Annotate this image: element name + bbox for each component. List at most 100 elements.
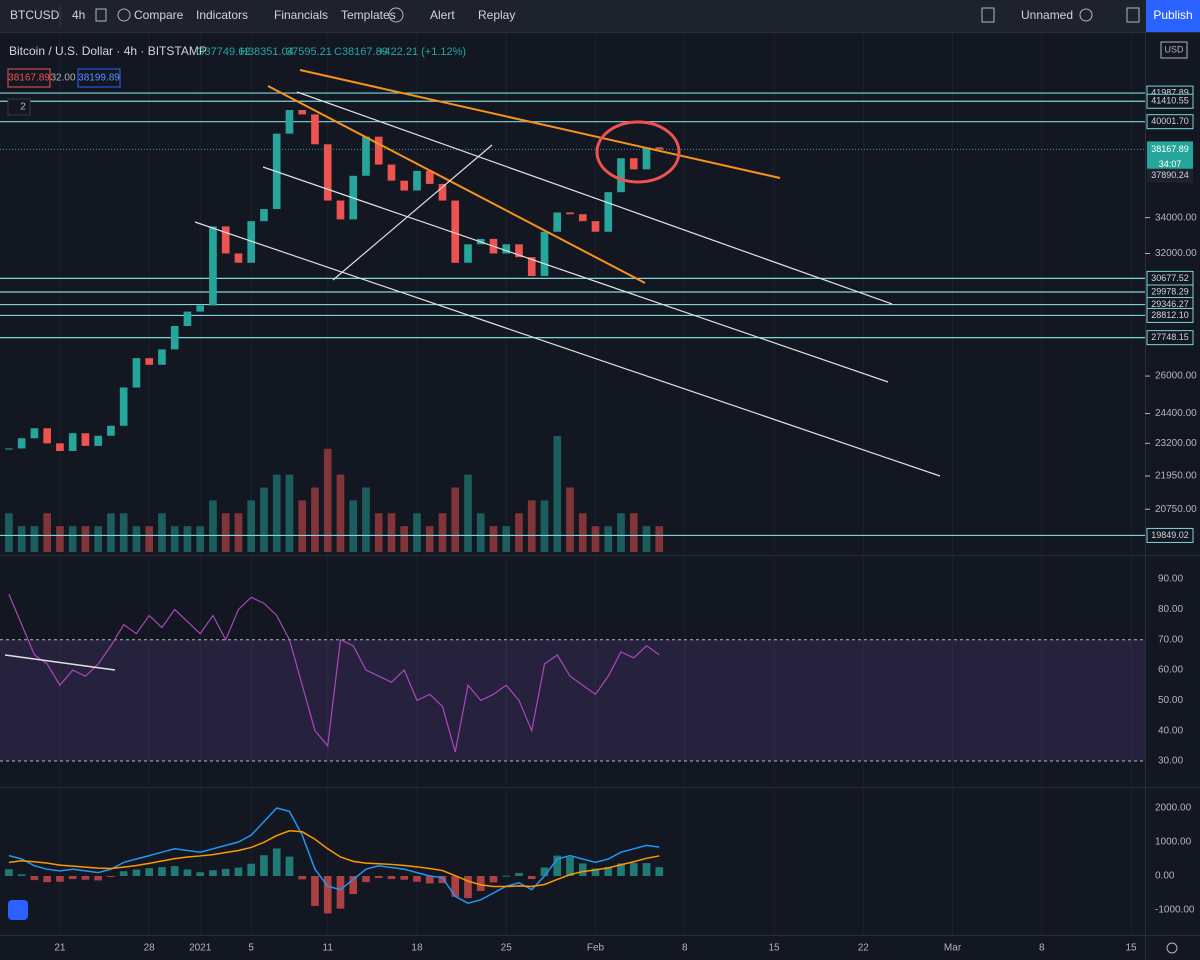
volume-bar: [272, 474, 281, 552]
candle: [132, 358, 141, 388]
macd-histogram: [145, 868, 154, 877]
y-tick-label: 50.00: [1158, 695, 1183, 706]
legend-open: O37749.62: [196, 46, 250, 58]
candle: [298, 110, 307, 115]
volume-bar: [464, 474, 472, 552]
y-tick-label: 0.00: [1155, 871, 1175, 882]
candle: [107, 425, 115, 436]
collapse-box[interactable]: [7, 98, 31, 116]
x-tick-label: 25: [501, 943, 513, 954]
ask-box[interactable]: [77, 68, 121, 88]
level-label: 29978.29: [1151, 286, 1189, 296]
macd-histogram: [158, 867, 166, 877]
candle: [209, 226, 217, 306]
candle: [311, 114, 319, 145]
macd-histogram: [323, 876, 332, 914]
macd-histogram: [362, 876, 370, 883]
volume-bar: [374, 513, 383, 552]
volume-bar: [68, 526, 77, 552]
compare-icon: [117, 8, 131, 22]
candle: [158, 349, 166, 365]
candle: [285, 110, 294, 134]
highlight-circle: [595, 120, 681, 184]
macd-histogram: [387, 876, 396, 880]
rsi-line: [8, 594, 660, 753]
volume-bar: [617, 513, 625, 552]
trendline: [299, 69, 781, 179]
layout-icon[interactable]: [981, 7, 995, 23]
template-badge[interactable]: [388, 7, 404, 23]
volume-bar: [515, 513, 523, 552]
volume-bar: [234, 513, 243, 552]
candle: [438, 183, 447, 201]
level-label: 27748.15: [1151, 332, 1189, 342]
axis-settings[interactable]: [1166, 942, 1178, 954]
publish-bg[interactable]: [1146, 0, 1200, 32]
macd-histogram: [374, 876, 383, 879]
volume-bar: [413, 513, 421, 552]
macd-histogram: [502, 875, 511, 877]
macd-histogram: [476, 876, 485, 891]
indicators-button[interactable]: Indicators: [196, 8, 248, 22]
settings-icon[interactable]: [1079, 8, 1093, 22]
symbol[interactable]: BTCUSD: [10, 8, 60, 22]
layout-name[interactable]: Unnamed: [1021, 8, 1073, 22]
publish-button[interactable]: Publish: [1153, 8, 1192, 22]
volume-bar: [170, 526, 179, 552]
candle: [566, 212, 574, 215]
volume-bar: [43, 513, 52, 552]
volume-bar: [285, 474, 294, 552]
macd-histogram: [81, 876, 90, 880]
financials-button[interactable]: Financials: [274, 8, 328, 22]
candle: [374, 136, 383, 165]
bid-box[interactable]: [7, 68, 51, 88]
rsi-band: [0, 639, 1145, 762]
candle: [387, 164, 396, 181]
macd-histogram: [56, 876, 64, 882]
macd-histogram: [298, 876, 307, 880]
candle: [260, 209, 268, 222]
x-tick-label: 8: [682, 943, 688, 954]
macd-histogram: [43, 876, 52, 883]
candle: [247, 221, 256, 263]
volume-bar: [387, 513, 396, 552]
currency-box[interactable]: [1160, 41, 1188, 59]
level-label-box: [1146, 527, 1194, 543]
x-tick-label: 15: [1126, 943, 1138, 954]
trendline: [296, 91, 893, 305]
compare-button[interactable]: Compare: [134, 8, 184, 22]
candle: [464, 244, 472, 263]
candle: [655, 147, 664, 150]
snapshot-icon[interactable]: [1126, 7, 1140, 23]
volume-bar: [132, 526, 141, 552]
y-tick-label: 23200.00: [1155, 438, 1197, 449]
level-label: 41410.55: [1151, 96, 1189, 106]
x-tick-label: 11: [323, 943, 334, 954]
y-tick-label: 40.00: [1158, 725, 1183, 736]
x-tick-label: 2021: [189, 943, 212, 954]
volume-bar: [489, 526, 498, 552]
logo[interactable]: [8, 900, 28, 920]
replay-button[interactable]: Replay: [478, 8, 515, 22]
macd-histogram: [655, 867, 664, 877]
volume-bar: [298, 500, 307, 552]
y-tick-label: 20750.00: [1155, 504, 1197, 515]
legend-high: H38351.04: [240, 46, 294, 58]
macd-histogram: [311, 876, 319, 906]
alert-button[interactable]: Alert: [430, 8, 455, 22]
candle: [451, 200, 460, 263]
volume-bar: [247, 500, 256, 552]
volume-bar: [17, 526, 26, 552]
macd-histogram: [489, 876, 498, 883]
macd-histogram: [209, 870, 217, 877]
candle: [425, 170, 434, 184]
macd-histogram: [285, 856, 294, 877]
candle: [183, 311, 192, 327]
templates-button[interactable]: Templates: [341, 8, 396, 22]
interval[interactable]: 4h: [72, 8, 85, 22]
macd-histogram: [349, 876, 358, 895]
candle-icon[interactable]: [95, 8, 107, 22]
y-tick-label: 21950.00: [1155, 471, 1197, 482]
candle: [68, 433, 77, 452]
